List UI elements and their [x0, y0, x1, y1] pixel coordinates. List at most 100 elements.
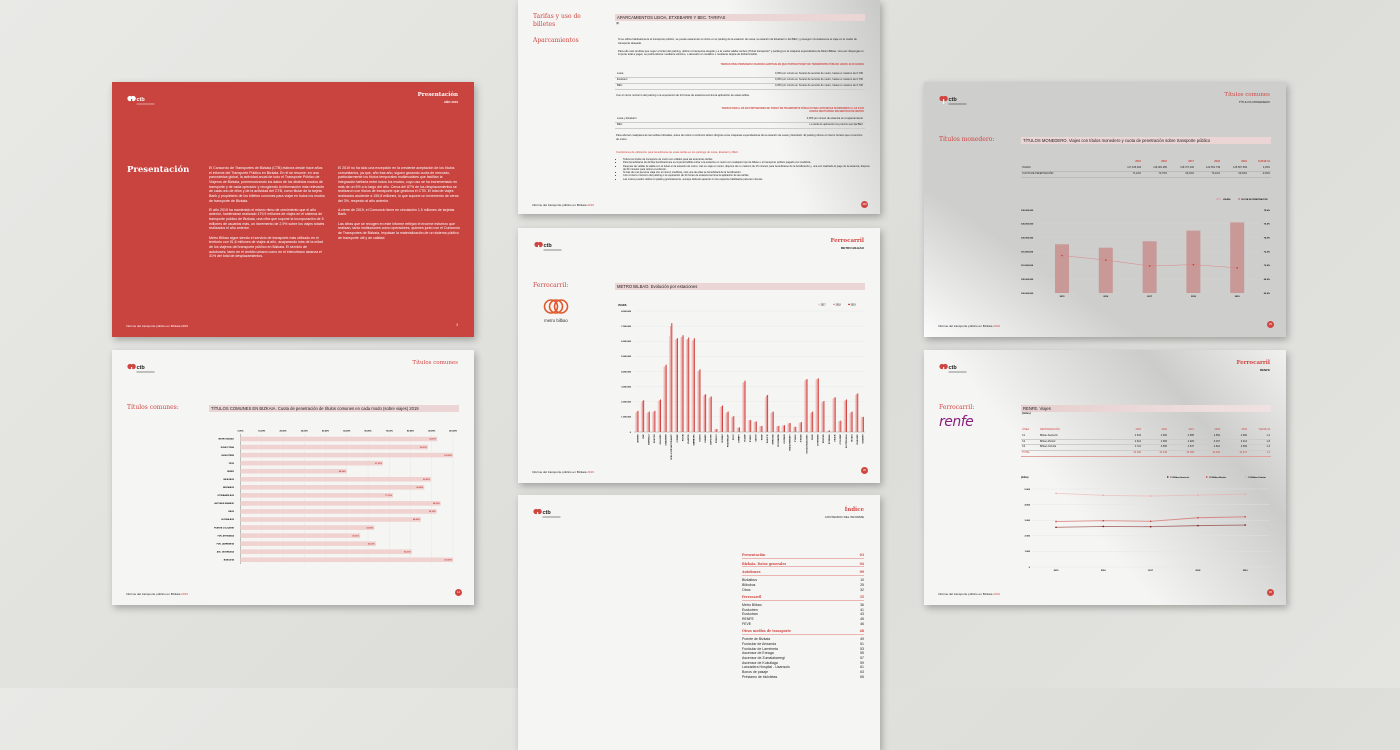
- data-label: 80,61%: [404, 551, 411, 553]
- bar: [240, 460, 383, 466]
- column-header: 2015: [1135, 428, 1141, 431]
- toc-item[interactable]: Funicular de Larreineta 53: [742, 647, 864, 652]
- toc-item[interactable]: Euskotran 43: [742, 612, 864, 617]
- point: [1055, 526, 1057, 529]
- y-tick-label: 8.000.000: [621, 311, 632, 313]
- x-tick-label: 20,00%: [279, 431, 286, 433]
- x-tick-label: BAGATZA: [822, 435, 825, 444]
- bar-2017: [657, 400, 659, 432]
- bar-2017: [708, 397, 710, 432]
- toc-item[interactable]: Funicular de Artxanda 51: [742, 642, 864, 647]
- toc-item[interactable]: Ascensor de Ereaga 55: [742, 651, 864, 656]
- bar-2019: [789, 422, 791, 432]
- toc-item[interactable]: Ascensor de Kukullaga 59: [742, 661, 864, 666]
- toc-section[interactable]: Autobuses 09: [742, 570, 864, 577]
- data-label: 63,63%: [368, 543, 375, 545]
- note-1: Con el cierre nocturno del parking o la …: [616, 94, 750, 97]
- bar-2017: [691, 341, 693, 432]
- legend-label: 2017: [821, 304, 827, 306]
- bar: [240, 509, 437, 514]
- column-header: 2017: [1188, 160, 1194, 163]
- column-header: 2018: [1214, 160, 1220, 163]
- x-tick-label: GOBELA: [749, 435, 752, 443]
- cell-value: -0,45%: [1262, 172, 1270, 175]
- toc-item[interactable]: Metro Bilbao 36: [742, 603, 864, 608]
- category-label: METRO BILBAO: [219, 438, 235, 441]
- toc-page: 03: [859, 553, 864, 557]
- bar-2018: [844, 400, 846, 432]
- x-tick-label: DEUSTO: [698, 435, 700, 443]
- paragraph: El 2019 no ha sido una excepción en la c…: [338, 166, 459, 203]
- cell-value: Bilbao-Santurtzi: [1040, 434, 1058, 437]
- bar-2017: [747, 420, 749, 432]
- y2-tick-label: 76,0%: [1264, 224, 1270, 226]
- toc-section[interactable]: Bizkaia. Datos generales 04: [742, 562, 864, 568]
- section-heading: Ferrocarril:: [533, 282, 569, 289]
- cell-value: C3: [1022, 445, 1026, 449]
- paragraph: El Consorcio de Transportes de Bizkaia (…: [209, 166, 325, 203]
- category-label: ASC. DE EREAGA: [217, 550, 235, 553]
- toc-label: Bizkaibus: [742, 578, 757, 583]
- table-row: [1021, 171, 1271, 172]
- footer-year: 2019: [587, 470, 594, 474]
- bar-2017: [742, 382, 744, 432]
- toc-item[interactable]: Préstamo de bicicletas 65: [742, 675, 864, 680]
- toc-label: Metro Bilbao: [742, 602, 762, 607]
- category-label: ETXEBARRI BUS: [218, 494, 235, 497]
- table-title: RENFE. Viajes: [1021, 405, 1271, 412]
- toc-item[interactable]: Otros 32: [742, 588, 864, 593]
- column-header: 2019: [1241, 428, 1247, 431]
- x-tick-label: INDAUTXU: [687, 435, 690, 445]
- bar-2018: [681, 336, 683, 432]
- data-label: 84,85%: [413, 518, 420, 521]
- y-tick-label: 1.000: [1025, 551, 1031, 553]
- toc-item[interactable]: Bilbobus 25: [742, 583, 864, 588]
- bar-2018: [788, 423, 790, 432]
- footer-year: 2019: [181, 324, 188, 328]
- footer: Informe del transporte público en Bizkai…: [532, 203, 594, 207]
- footer: Informe del transporte público en Bizkai…: [126, 592, 188, 596]
- toc-item[interactable]: Bizkaibus 10: [742, 578, 864, 583]
- bar-2019: [705, 394, 707, 432]
- ctb-logo: ctb: [939, 362, 969, 380]
- y2-tick-label: 78,0%: [1264, 210, 1270, 212]
- cell-value: 1,8: [1266, 439, 1270, 443]
- x-tick-label: GURUTZETA/CRUCES: [805, 435, 808, 455]
- y-tick-label: 7.000.000: [621, 326, 632, 328]
- toc-page: 45: [860, 617, 864, 622]
- row-value: 0,050 por minuto en horario de servicio …: [775, 84, 863, 87]
- bar-2019: [761, 425, 763, 432]
- toc-item[interactable]: Puente de Bizkaia 49: [742, 637, 864, 642]
- bar-2019: [783, 425, 785, 432]
- bar-2019: [643, 400, 645, 432]
- toc-item[interactable]: Euskotren 41: [742, 608, 864, 613]
- y-tick-label: 105.000.000: [1021, 279, 1034, 281]
- data-label: 86,48%: [416, 486, 423, 489]
- category-label: EUSKO TRAN: [221, 446, 235, 449]
- bar-viajes: [1098, 247, 1113, 293]
- page-number: 45: [1267, 589, 1274, 596]
- x-tick-label: BIDEZABAL: [771, 435, 774, 446]
- point-cuota: [1061, 254, 1063, 257]
- point: [1055, 520, 1057, 523]
- bar-2019: [817, 378, 819, 432]
- data-label: 88,21%: [420, 447, 427, 449]
- toc-section[interactable]: Presentación 03: [742, 553, 864, 559]
- row-value: 0,050 por minuto en horario de servicio …: [775, 72, 863, 75]
- toc-section[interactable]: Ferrocarril 35: [742, 595, 864, 601]
- toc-item[interactable]: Lanzadera Hospital - Usansolo 61: [742, 665, 864, 670]
- table-row: [1021, 438, 1271, 440]
- x-tick-label: ALGORTA: [765, 435, 768, 444]
- category-label: EUSKOTREN: [221, 455, 234, 457]
- cell-value: 2.544: [1134, 434, 1141, 437]
- column-header: LÍNEA: [1022, 428, 1030, 431]
- bar-2019: [688, 337, 690, 432]
- toc-section[interactable]: Otros medios de transporte 48: [742, 629, 864, 636]
- conditions-title: Condiciones de utilización para benefici…: [616, 151, 739, 154]
- toc-item[interactable]: Ascensor de Zumalakarregi 57: [742, 656, 864, 661]
- toc-item[interactable]: Bonos de pasaje 63: [742, 670, 864, 675]
- toc-label: Bonos de pasaje: [742, 670, 769, 675]
- toc-item[interactable]: RENFE 45: [742, 617, 864, 622]
- bar-2017: [792, 427, 795, 432]
- toc-item[interactable]: FEVE 46: [742, 622, 864, 627]
